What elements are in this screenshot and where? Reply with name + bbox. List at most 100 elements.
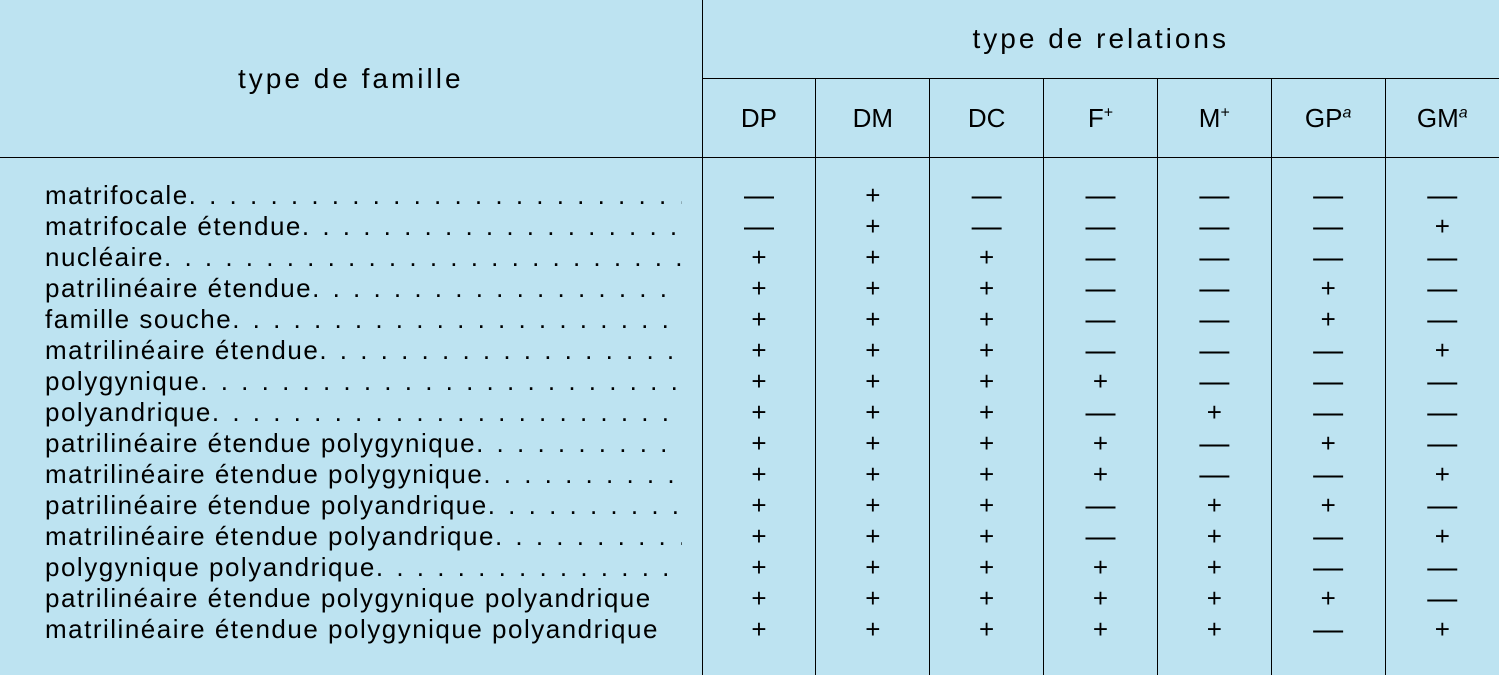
cell-value: — [1044, 242, 1157, 273]
cell-value: + [1044, 459, 1157, 490]
cell-value: — [1272, 180, 1385, 211]
row-label: famille souche [45, 304, 682, 335]
row-label: polygynique polyandrique [45, 552, 682, 583]
cell-value: + [816, 273, 929, 304]
cell-value: + [930, 304, 1043, 335]
cell-value: + [1158, 521, 1271, 552]
row-label: matrilinéaire étendue polygynique polyan… [45, 614, 682, 645]
leader-dots [200, 366, 681, 397]
cell-value: — [1158, 335, 1271, 366]
cell-value: + [930, 521, 1043, 552]
cell-value: + [703, 552, 816, 583]
cell-value: + [816, 211, 929, 242]
cell-value: — [1158, 304, 1271, 335]
cell-value: + [816, 366, 929, 397]
cell-value: + [930, 428, 1043, 459]
leader-dots [189, 180, 682, 211]
cell-value: — [1272, 335, 1385, 366]
cell-value: — [1158, 211, 1271, 242]
cell-value: — [1386, 552, 1499, 583]
cell-value: + [1044, 428, 1157, 459]
cell-value: — [1386, 273, 1499, 304]
cell-value: + [703, 304, 816, 335]
cell-value: + [703, 273, 816, 304]
cell-value: + [816, 459, 929, 490]
family-relations-table: type de famille type de relations DPDMDC… [0, 0, 1499, 675]
cell-value: + [1386, 335, 1499, 366]
cell-value: + [930, 552, 1043, 583]
cell-value: + [930, 459, 1043, 490]
cell-value: + [930, 583, 1043, 614]
cell-value: + [1386, 211, 1499, 242]
row-label-text: matrilinéaire étendue [45, 335, 319, 366]
cell-value: + [1272, 583, 1385, 614]
cell-value: — [1386, 180, 1499, 211]
cell-value: — [703, 180, 816, 211]
cell-value: + [703, 583, 816, 614]
leader-dots [312, 273, 681, 304]
cell-value: — [1386, 397, 1499, 428]
row-label-text: patrilinéaire étendue polyandrique [45, 490, 488, 521]
cell-value: + [816, 397, 929, 428]
cell-value: — [1044, 521, 1157, 552]
cell-value: + [816, 304, 929, 335]
cell-value: + [930, 490, 1043, 521]
cell-value: + [703, 459, 816, 490]
cell-value: + [1044, 583, 1157, 614]
cell-value: + [816, 335, 929, 366]
cell-value: + [703, 521, 816, 552]
cell-value: + [1272, 304, 1385, 335]
leader-dots [164, 242, 682, 273]
leader-dots [319, 335, 681, 366]
cell-value: + [930, 614, 1043, 645]
cell-value: — [1386, 490, 1499, 521]
cell-value: + [816, 552, 929, 583]
column-header-m: M+ [1157, 79, 1271, 158]
cell-value: + [1158, 614, 1271, 645]
cell-value: — [1044, 273, 1157, 304]
cell-value: + [930, 242, 1043, 273]
cell-value: + [703, 397, 816, 428]
cell-value: — [1158, 273, 1271, 304]
cell-value: + [1158, 583, 1271, 614]
cell-value: — [1386, 428, 1499, 459]
row-label: matrifocale [45, 180, 682, 211]
cell-value: + [930, 397, 1043, 428]
cell-value: — [1044, 304, 1157, 335]
cell-value: — [1158, 180, 1271, 211]
cell-value: + [1158, 490, 1271, 521]
row-label-text: polyandrique [45, 397, 212, 428]
column-header-f: F+ [1044, 79, 1158, 158]
row-label-text: matrilinéaire étendue polygynique [45, 459, 483, 490]
cell-value: + [816, 583, 929, 614]
cell-value: + [1272, 273, 1385, 304]
table-body-row: matrifocalematrifocale étenduenucléairep… [0, 158, 1499, 675]
cell-value: + [816, 521, 929, 552]
column-header-gm: GMa [1385, 79, 1499, 158]
cell-value: — [930, 180, 1043, 211]
cell-value: — [1386, 242, 1499, 273]
cell-value: + [1386, 614, 1499, 645]
cell-value: — [1386, 583, 1499, 614]
data-column-dc: ——+++++++++++++ [930, 158, 1044, 675]
cell-value: + [1044, 366, 1157, 397]
cell-value: — [1386, 304, 1499, 335]
leader-dots [212, 397, 682, 428]
leader-dots [488, 490, 682, 521]
cell-value: + [1158, 397, 1271, 428]
row-label-text: polygynique [45, 366, 200, 397]
cell-value: — [1044, 335, 1157, 366]
cell-value: + [930, 366, 1043, 397]
cell-value: — [1272, 366, 1385, 397]
column-header-dm: DM [816, 79, 930, 158]
table-container: type de famille type de relations DPDMDC… [0, 0, 1499, 675]
data-column-f: ——————+—++——+++ [1044, 158, 1158, 675]
row-label: matrilinéaire étendue polygynique [45, 459, 682, 490]
row-label-text: matrifocale étendue [45, 211, 302, 242]
cell-value: + [1158, 552, 1271, 583]
cell-value: + [703, 242, 816, 273]
cell-value: — [1272, 521, 1385, 552]
cell-value: — [1272, 459, 1385, 490]
leader-dots [476, 428, 681, 459]
leader-dots [302, 211, 682, 242]
